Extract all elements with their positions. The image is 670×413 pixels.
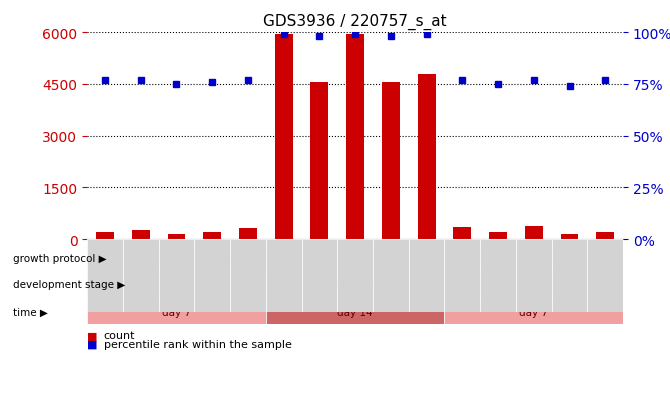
Text: high HgF conditions (EST): high HgF conditions (EST) (466, 253, 601, 263)
Bar (266, 240, 302, 312)
Bar (561, 235, 578, 240)
Bar (87, 246, 444, 271)
Bar (132, 231, 149, 240)
Text: ■: ■ (87, 331, 98, 341)
Text: ■: ■ (87, 339, 98, 349)
Bar (489, 233, 507, 240)
Text: day 7: day 7 (162, 307, 191, 317)
Bar (480, 240, 516, 312)
Title: GDS3936 / 220757_s_at: GDS3936 / 220757_s_at (263, 14, 447, 30)
Bar (194, 240, 230, 312)
Bar (454, 228, 471, 240)
Text: mature erythrocytes: mature erythrocytes (302, 280, 409, 290)
Bar (87, 273, 266, 297)
Bar (168, 235, 186, 240)
Bar (346, 35, 364, 240)
Bar (373, 240, 409, 312)
Bar (275, 35, 293, 240)
Text: proerythroblast: proerythroblast (136, 280, 217, 290)
Bar (444, 240, 480, 312)
Bar (266, 299, 444, 324)
Bar (310, 83, 328, 240)
Bar (87, 299, 266, 324)
Bar (302, 240, 337, 312)
Bar (551, 240, 588, 312)
Bar (382, 83, 400, 240)
Bar (239, 229, 257, 240)
Bar (417, 74, 436, 240)
Bar (444, 299, 623, 324)
Text: growth protocol ▶: growth protocol ▶ (13, 253, 107, 263)
Bar (409, 240, 444, 312)
Bar (444, 246, 623, 271)
Bar (96, 233, 114, 240)
Text: time ▶: time ▶ (13, 306, 48, 317)
Text: proerythroblast: proerythroblast (493, 280, 574, 290)
Bar (123, 240, 159, 312)
Text: development stage ▶: development stage ▶ (13, 280, 126, 290)
Bar (203, 233, 221, 240)
Bar (87, 240, 123, 312)
Text: day 14: day 14 (337, 307, 373, 317)
Bar (230, 240, 266, 312)
Bar (159, 240, 194, 312)
Bar (516, 240, 551, 312)
Text: low HgF conditions (EPO): low HgF conditions (EPO) (200, 253, 331, 263)
Bar (444, 273, 623, 297)
Bar (588, 240, 623, 312)
Bar (596, 232, 614, 240)
Bar (525, 226, 543, 240)
Bar (337, 240, 373, 312)
Text: day 7: day 7 (519, 307, 548, 317)
Text: percentile rank within the sample: percentile rank within the sample (104, 339, 291, 349)
Bar (266, 273, 444, 297)
Text: count: count (104, 331, 135, 341)
